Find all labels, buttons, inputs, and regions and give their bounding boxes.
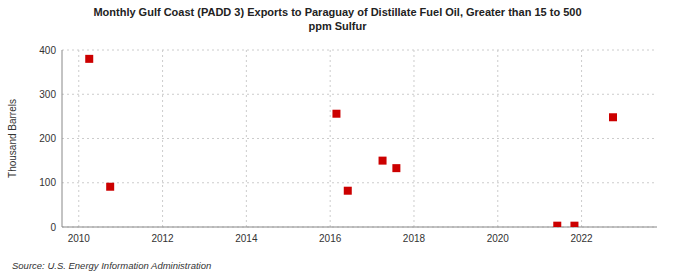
- x-axis-line: [62, 227, 657, 228]
- point: [344, 187, 352, 195]
- y-tick-label: 200: [39, 133, 56, 144]
- grid-line-y: [62, 94, 657, 95]
- y-axis-line: [62, 50, 63, 227]
- grid-line-y: [62, 138, 657, 139]
- grid: [62, 50, 657, 227]
- point: [609, 113, 617, 121]
- x-tick-label: 2022: [570, 233, 593, 244]
- point: [106, 183, 114, 191]
- grid-line-x: [162, 50, 163, 227]
- point: [332, 110, 340, 118]
- y-tick-label: 0: [50, 222, 56, 233]
- x-tick-label: 2018: [403, 233, 426, 244]
- grid-line-x: [246, 50, 247, 227]
- point: [570, 222, 578, 227]
- source: Source: U.S. Energy Information Administ…: [12, 260, 211, 271]
- y-tick-label: 100: [39, 177, 56, 188]
- y-tick-label: 300: [39, 89, 56, 100]
- y-tick-label: 400: [39, 45, 56, 56]
- title-line: Monthly Gulf Coast (PADD 3) Exports to P…: [93, 6, 581, 18]
- grid-line-x: [78, 50, 79, 227]
- x-tick-label: 2020: [487, 233, 510, 244]
- x-tick-label: 2010: [68, 233, 91, 244]
- grid-line-y: [62, 50, 657, 51]
- grid-line-x: [413, 50, 414, 227]
- y-axis-label: Thousand Barrels: [7, 99, 18, 178]
- title: Monthly Gulf Coast (PADD 3) Exports to P…: [93, 6, 581, 32]
- grid-line-x: [497, 50, 498, 227]
- grid-line-x: [330, 50, 331, 227]
- x-tick-label: 2014: [235, 233, 258, 244]
- chart: Monthly Gulf Coast (PADD 3) Exports to P…: [0, 0, 675, 275]
- grid-line-y: [62, 182, 657, 183]
- title-line: ppm Sulfur: [308, 20, 367, 32]
- point: [85, 55, 93, 63]
- grid-line-y: [62, 227, 657, 228]
- point: [553, 222, 561, 227]
- point: [392, 164, 400, 172]
- x-tick-label: 2012: [151, 233, 174, 244]
- points: [85, 55, 617, 227]
- x-tick-label: 2016: [319, 233, 342, 244]
- grid-line-x: [581, 50, 582, 227]
- point: [379, 157, 387, 165]
